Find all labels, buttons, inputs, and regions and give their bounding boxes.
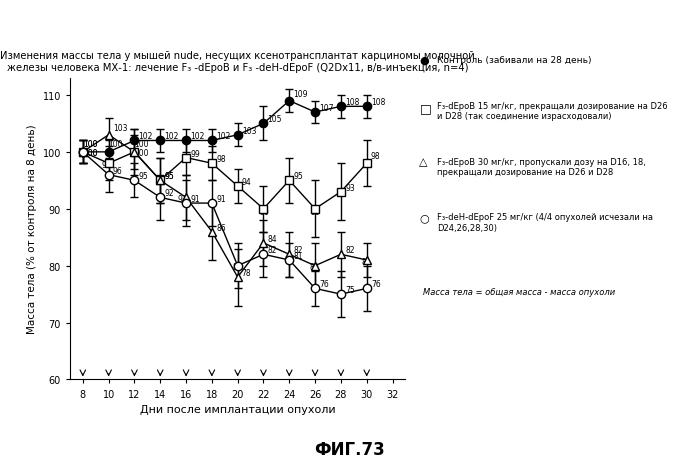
Text: 108: 108 bbox=[371, 98, 385, 107]
Text: 75: 75 bbox=[345, 286, 355, 294]
Text: ●: ● bbox=[419, 56, 429, 66]
Text: 93: 93 bbox=[345, 183, 355, 192]
Text: 91: 91 bbox=[216, 194, 226, 204]
Text: 100: 100 bbox=[134, 149, 149, 158]
Text: 102: 102 bbox=[164, 132, 179, 141]
Text: 95: 95 bbox=[164, 172, 174, 181]
Text: 105: 105 bbox=[268, 115, 282, 124]
Text: 100: 100 bbox=[108, 139, 123, 148]
Text: 100: 100 bbox=[82, 139, 97, 148]
Text: 98: 98 bbox=[216, 155, 226, 164]
Text: □: □ bbox=[419, 102, 431, 115]
Text: 100: 100 bbox=[82, 149, 97, 158]
Text: F₃-deH-dEpoF 25 мг/кг (4/4 опухолей исчезали на
D24,26,28,30): F₃-deH-dEpoF 25 мг/кг (4/4 опухолей исче… bbox=[437, 213, 653, 232]
Text: 92: 92 bbox=[178, 194, 187, 204]
Text: 82: 82 bbox=[294, 246, 303, 255]
Text: 76: 76 bbox=[371, 280, 381, 289]
Text: 82: 82 bbox=[345, 246, 354, 255]
Text: 86: 86 bbox=[216, 223, 226, 232]
Text: 102: 102 bbox=[138, 132, 153, 141]
Text: 91: 91 bbox=[190, 194, 200, 204]
Text: ФИГ.73: ФИГ.73 bbox=[314, 440, 385, 458]
Text: 84: 84 bbox=[268, 234, 278, 244]
Text: Масса тела = общая масса - масса опухоли: Масса тела = общая масса - масса опухоли bbox=[423, 287, 615, 296]
Text: ○: ○ bbox=[419, 213, 429, 223]
Text: F₃-dEpoB 15 мг/кг, прекращали дозирование на D26
и D28 (так соединение израсходо: F₃-dEpoB 15 мг/кг, прекращали дозировани… bbox=[437, 102, 668, 121]
Text: Контроль (забивали на 28 день): Контроль (забивали на 28 день) bbox=[437, 56, 591, 64]
Text: 100: 100 bbox=[134, 139, 149, 148]
Text: 102: 102 bbox=[216, 132, 231, 141]
Text: 99: 99 bbox=[190, 149, 200, 158]
Text: 95: 95 bbox=[294, 172, 303, 181]
Text: 81: 81 bbox=[294, 251, 303, 260]
X-axis label: Дни после имплантации опухоли: Дни после имплантации опухоли bbox=[140, 404, 336, 414]
Text: 95: 95 bbox=[164, 172, 174, 181]
Text: 76: 76 bbox=[319, 280, 329, 289]
Text: 90: 90 bbox=[311, 207, 321, 216]
Text: 95: 95 bbox=[138, 172, 148, 181]
Text: 102: 102 bbox=[190, 132, 205, 141]
Text: 96: 96 bbox=[113, 166, 122, 175]
Text: 81: 81 bbox=[361, 257, 370, 266]
Text: 103: 103 bbox=[242, 126, 257, 136]
Title: Изменения массы тела у мышей nude, несущих ксенотрансплантат карциномы молочной
: Изменения массы тела у мышей nude, несущ… bbox=[0, 51, 475, 72]
Text: 82: 82 bbox=[268, 246, 277, 255]
Text: 78: 78 bbox=[242, 269, 252, 277]
Text: 107: 107 bbox=[319, 104, 333, 113]
Text: 109: 109 bbox=[294, 90, 308, 99]
Text: 94: 94 bbox=[242, 178, 252, 187]
Text: 100: 100 bbox=[82, 139, 97, 148]
Text: 100: 100 bbox=[82, 149, 97, 158]
Text: 98: 98 bbox=[371, 152, 380, 161]
Text: 98: 98 bbox=[101, 161, 111, 169]
Y-axis label: Масса тела (% от контроля на 8 день): Масса тела (% от контроля на 8 день) bbox=[27, 125, 37, 334]
Text: 108: 108 bbox=[345, 98, 359, 107]
Text: F₃-dEpoB 30 мг/кг, пропускали дозу на D16, 18,
прекращали дозирование на D26 и D: F₃-dEpoB 30 мг/кг, пропускали дозу на D1… bbox=[437, 157, 646, 177]
Text: 90: 90 bbox=[259, 207, 269, 216]
Text: 92: 92 bbox=[164, 189, 174, 198]
Text: 80: 80 bbox=[310, 263, 319, 272]
Text: △: △ bbox=[419, 157, 428, 168]
Text: 103: 103 bbox=[113, 124, 127, 133]
Text: 80: 80 bbox=[232, 263, 242, 272]
